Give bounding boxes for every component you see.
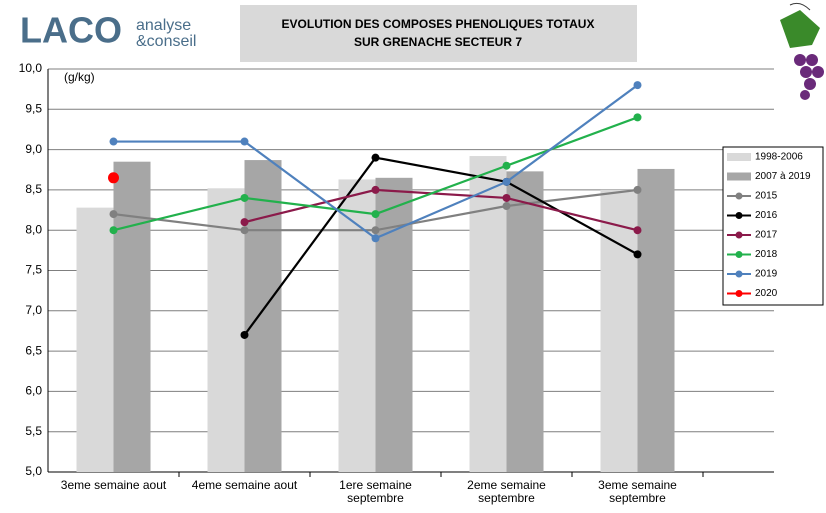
legend-swatch	[727, 172, 751, 181]
marker	[502, 202, 511, 211]
y-tick-label: 8,5	[25, 182, 42, 196]
bar	[207, 188, 245, 472]
marker	[240, 226, 249, 235]
marker	[240, 330, 249, 339]
marker	[502, 193, 511, 202]
y-tick-label: 8,0	[25, 222, 42, 236]
grapes-icon	[780, 2, 824, 100]
y-tick-label: 5,5	[25, 424, 42, 438]
legend-label: 2007 à 2019	[755, 171, 811, 182]
x-tick-label: 3eme semaine aout	[60, 478, 167, 492]
legend-label: 2019	[755, 269, 778, 280]
legend-label: 2020	[755, 288, 778, 299]
y-tick-label: 9,5	[25, 101, 42, 115]
bar	[113, 161, 151, 472]
marker	[240, 137, 249, 146]
legend-swatch	[735, 212, 743, 219]
line	[243, 156, 639, 336]
logo-line2: &conseil	[136, 33, 196, 50]
y-tick-label: 10,0	[19, 61, 43, 75]
marker	[109, 137, 118, 146]
legend-swatch	[735, 192, 743, 200]
x-tick-label: 3eme semaine septembre	[598, 478, 677, 505]
marker	[371, 234, 380, 243]
bar	[76, 207, 114, 472]
title-box	[240, 5, 637, 62]
legend-swatch	[735, 231, 743, 239]
bar	[469, 156, 507, 472]
y-tick-label: 7,5	[25, 263, 42, 277]
x-tick-label: 4eme semaine aout	[191, 478, 298, 492]
legend-swatch	[727, 153, 751, 161]
marker	[240, 218, 249, 227]
marker	[633, 250, 642, 259]
marker	[109, 210, 118, 219]
bar	[338, 179, 376, 472]
y-tick-label: 6,0	[25, 384, 42, 398]
logo-line1: analyse	[136, 17, 191, 34]
marker	[633, 113, 642, 122]
marker	[109, 226, 118, 235]
marker	[371, 153, 380, 162]
legend-label: 1998-2006	[755, 152, 803, 163]
marker	[371, 210, 380, 219]
legend-label: 2017	[755, 230, 778, 241]
marker	[502, 177, 511, 186]
marker	[633, 226, 642, 235]
marker	[502, 161, 511, 170]
bar	[375, 177, 413, 472]
legend-label: 2018	[755, 249, 778, 260]
legend-swatch	[735, 251, 743, 258]
bar	[244, 160, 282, 472]
marker	[371, 185, 380, 194]
y-tick-label: 9,0	[25, 142, 42, 156]
legend-label: 2016	[755, 210, 778, 221]
y-axis-label: (g/kg)	[64, 70, 95, 84]
bar	[600, 189, 638, 472]
bar	[637, 168, 675, 472]
legend-label: 2015	[755, 191, 778, 202]
chart-title: EVOLUTION DES COMPOSES PHENOLIQUES TOTAU…	[282, 17, 595, 31]
logo-mark: LACO	[20, 10, 122, 51]
x-tick-label: 2eme semaine septembre	[467, 478, 546, 505]
marker	[240, 193, 249, 202]
legend-swatch	[735, 270, 743, 278]
bar	[506, 171, 544, 472]
marker	[633, 185, 642, 194]
y-tick-label: 6,5	[25, 343, 42, 357]
chart-title: SUR GRENACHE SECTEUR 7	[354, 35, 522, 49]
legend-swatch	[735, 290, 743, 297]
x-tick-label: 1ere semaine septembre	[339, 478, 412, 505]
marker	[108, 172, 119, 184]
y-tick-label: 5,0	[25, 464, 42, 478]
marker	[633, 81, 642, 90]
marker	[371, 226, 380, 235]
y-tick-label: 7,0	[25, 303, 42, 317]
